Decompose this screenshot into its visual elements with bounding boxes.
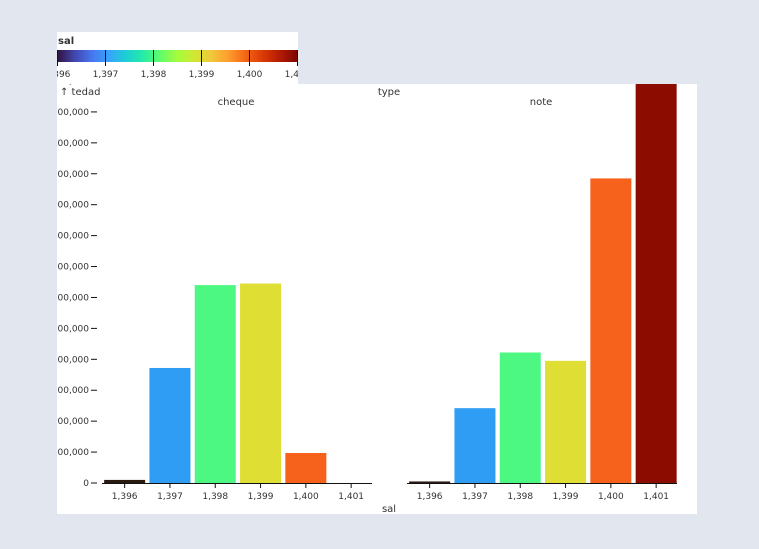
x-tick-label: 1,401 bbox=[338, 492, 364, 502]
y-tick-label: 400,000 bbox=[57, 355, 89, 365]
facet-title-cheque: cheque bbox=[218, 97, 255, 108]
y-tick-label: 200,000 bbox=[57, 417, 89, 427]
bar-cheque-1,399 bbox=[240, 283, 282, 483]
y-tick-label: 900,000 bbox=[57, 201, 89, 211]
facet-panels: 1,396 1,397 1,398 1,399 1,400 1,401 1,396 1,397… bbox=[102, 68, 677, 502]
facet-label: type bbox=[378, 87, 400, 98]
x-tick-label: 1,401 bbox=[643, 492, 669, 502]
x-tick-label: 1,398 bbox=[202, 492, 228, 502]
x-tick-label: 1,398 bbox=[507, 492, 533, 502]
y-axis-label: ↑ tedad bbox=[60, 87, 100, 98]
y-tick-label: 1,300,000 bbox=[57, 84, 89, 87]
legend-tick-label: 1,397 bbox=[93, 70, 119, 80]
y-tick-label: 600,000 bbox=[57, 293, 89, 303]
x-tick-label: 1,397 bbox=[157, 492, 183, 502]
y-tick-label: 1,100,000 bbox=[57, 139, 89, 149]
x-tick-label: 1,396 bbox=[417, 492, 443, 502]
y-tick-label: 300,000 bbox=[57, 386, 89, 396]
facet-title-note: note bbox=[530, 97, 553, 108]
legend-tick-label: 1,400 bbox=[237, 70, 263, 80]
y-axis: 0 100,000 200,000 300,000 400,000 500,000 600,… bbox=[43, 77, 97, 489]
y-tick-label: 700,000 bbox=[57, 263, 89, 273]
bar-chart-svg: ↑ tedad type sal cheque note 0 100,000 200… bbox=[43, 68, 677, 515]
bar-cheque-1,397 bbox=[149, 367, 191, 483]
bar-cheque-1,400 bbox=[285, 453, 327, 483]
legend-tick-label: 1,398 bbox=[141, 70, 167, 80]
y-tick-label: 1,000,000 bbox=[57, 170, 89, 180]
plot-area: ↑ tedad type sal cheque note 0 100,000 200… bbox=[43, 68, 697, 515]
y-tick-label: 800,000 bbox=[57, 232, 89, 242]
x-tick-label: 1,400 bbox=[293, 492, 319, 502]
y-tick-label: 1,200,000 bbox=[57, 108, 89, 118]
color-legend-svg: sal 1,396 1,397 1,398 1,399 1,400 1,401 bbox=[45, 36, 311, 80]
legend-ticks: 1,396 1,397 1,398 1,399 1,400 1,401 bbox=[45, 50, 310, 80]
x-tick-label: 1,400 bbox=[598, 492, 624, 502]
bar-note-1,399 bbox=[545, 360, 587, 483]
x-tick-label: 1,399 bbox=[248, 492, 274, 502]
bar-note-1,396 bbox=[409, 481, 451, 483]
facet-panel-note: 1,396 1,397 1,398 1,399 1,400 1,401 bbox=[407, 68, 677, 502]
bar-cheque-1,396 bbox=[104, 479, 146, 483]
y-tick-label: 0 bbox=[83, 479, 89, 489]
legend-tick-label: 1,399 bbox=[189, 70, 215, 80]
legend-tick-label: 1,396 bbox=[57, 70, 71, 80]
y-tick-label: 100,000 bbox=[57, 448, 89, 458]
legend-title: sal bbox=[58, 36, 74, 47]
x-tick-label: 1,396 bbox=[112, 492, 138, 502]
bar-note-1,401 bbox=[635, 68, 677, 483]
bar-cheque-1,398 bbox=[194, 285, 236, 483]
facet-panel-cheque: 1,396 1,397 1,398 1,399 1,400 1,401 bbox=[102, 283, 372, 502]
y-tick-label: 500,000 bbox=[57, 324, 89, 334]
bar-note-1,397 bbox=[454, 408, 496, 483]
x-axis-label: sal bbox=[382, 504, 396, 514]
x-tick-label: 1,397 bbox=[462, 492, 488, 502]
legend-color-ramp bbox=[57, 50, 298, 62]
x-tick-label: 1,399 bbox=[553, 492, 579, 502]
bar-note-1,398 bbox=[499, 352, 541, 483]
legend-tick-label: 1,401 bbox=[285, 70, 298, 80]
color-legend: sal 1,396 1,397 1,398 1,399 1,400 1,401 bbox=[45, 32, 311, 84]
bar-note-1,400 bbox=[590, 178, 632, 483]
